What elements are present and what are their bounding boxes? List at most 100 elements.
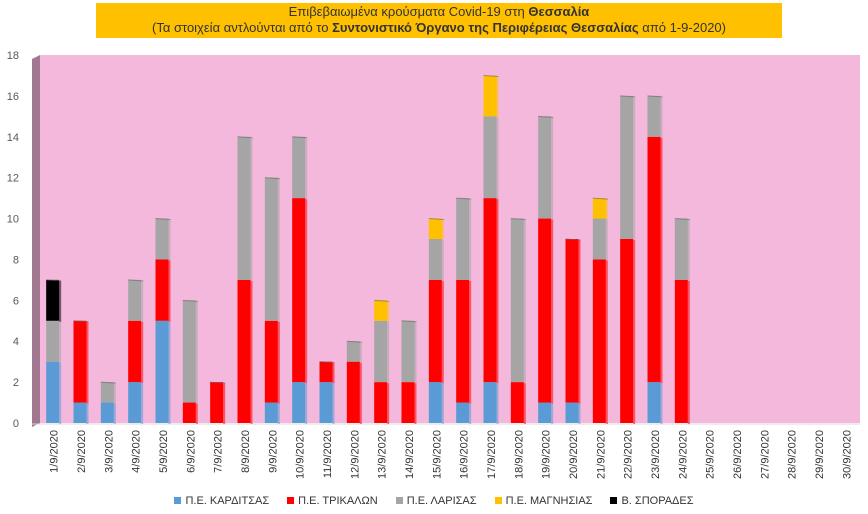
x-tick-label: 14/9/2020 bbox=[404, 430, 416, 479]
bar-segment-side bbox=[223, 383, 226, 424]
bar-top-edge bbox=[210, 381, 226, 384]
x-tick-label: 9/9/2020 bbox=[267, 430, 279, 473]
bar-segment bbox=[264, 320, 278, 403]
bar-segment bbox=[237, 136, 251, 280]
bar-segment-side bbox=[141, 280, 144, 322]
bar-segment-side bbox=[551, 403, 554, 424]
bar-segment-side bbox=[578, 403, 581, 424]
bar-segment bbox=[428, 218, 442, 239]
bar-segment bbox=[346, 361, 360, 423]
bar-segment-side bbox=[59, 362, 62, 424]
bar-segment-side bbox=[523, 383, 526, 424]
bar-segment-side bbox=[578, 240, 581, 404]
bar-segment bbox=[565, 402, 579, 423]
x-tick-label: 4/9/2020 bbox=[131, 430, 143, 473]
bar-segment bbox=[374, 320, 388, 383]
y-tick-label: 12 bbox=[7, 173, 19, 185]
legend-label: Π.Ε. ΚΑΡΔΙΤΣΑΣ bbox=[185, 495, 270, 507]
bar-top-edge bbox=[128, 279, 144, 282]
bar-segment-side bbox=[305, 199, 308, 384]
bar-segment-side bbox=[687, 219, 690, 281]
bar-segment-side bbox=[113, 383, 116, 404]
bar-top-edge bbox=[73, 320, 89, 323]
bar-top-edge bbox=[292, 136, 308, 139]
bar-segment bbox=[620, 239, 634, 423]
bar-segment-side bbox=[305, 137, 308, 200]
bar-top-edge bbox=[100, 381, 116, 384]
bar-segment-side bbox=[605, 260, 608, 424]
bar-segment bbox=[647, 95, 661, 137]
bar-segment-side bbox=[523, 219, 526, 384]
bar-segment-side bbox=[496, 117, 499, 200]
x-tick-label: 1/9/2020 bbox=[49, 430, 61, 473]
bar-segment bbox=[128, 279, 142, 321]
bar-top-edge bbox=[674, 218, 690, 221]
bar-segment bbox=[46, 279, 60, 321]
bar-segment bbox=[73, 320, 87, 403]
bar-segment bbox=[647, 136, 661, 383]
bar-top-edge bbox=[483, 74, 499, 77]
y-tick-label: 6 bbox=[13, 295, 19, 307]
plot-side-wall bbox=[32, 55, 40, 427]
bar-segment-side bbox=[469, 280, 472, 404]
bar-segment-side bbox=[633, 96, 636, 240]
bar-segment bbox=[73, 402, 87, 423]
bar-segment bbox=[264, 402, 278, 423]
bar-segment-side bbox=[305, 383, 308, 424]
bar-segment-side bbox=[113, 403, 116, 424]
bar-segment bbox=[264, 177, 278, 321]
bar-top-edge bbox=[456, 197, 472, 200]
x-tick-label: 2/9/2020 bbox=[76, 430, 88, 473]
x-tick-label: 20/9/2020 bbox=[568, 430, 580, 479]
bar-top-edge bbox=[565, 238, 581, 241]
x-tick-label: 13/9/2020 bbox=[377, 430, 389, 479]
bar-segment-side bbox=[605, 219, 608, 261]
bar-segment-side bbox=[387, 383, 390, 424]
bar-segment-side bbox=[141, 321, 144, 384]
bar-segment-side bbox=[551, 117, 554, 220]
x-tick-label: 3/9/2020 bbox=[103, 430, 115, 473]
legend-swatch bbox=[174, 497, 182, 504]
x-tick-label: 8/9/2020 bbox=[240, 430, 252, 473]
bar-segment-side bbox=[59, 280, 62, 322]
bar-segment-side bbox=[687, 280, 690, 424]
y-tick-label: 18 bbox=[7, 50, 19, 62]
bar-segment bbox=[510, 382, 524, 423]
title-line-2-suffix: από 1-9-2020) bbox=[638, 20, 726, 35]
bar-segment bbox=[456, 279, 470, 403]
x-tick-label: 11/9/2020 bbox=[322, 430, 334, 478]
bar-segment bbox=[182, 402, 196, 423]
bar-segment bbox=[210, 382, 224, 423]
bar-top-edge bbox=[237, 136, 253, 139]
bar-top-edge bbox=[428, 218, 444, 221]
x-tick-label: 12/9/2020 bbox=[349, 430, 361, 479]
bar-segment-side bbox=[250, 280, 253, 424]
bar-segment bbox=[401, 320, 415, 383]
bar-top-edge bbox=[182, 299, 198, 302]
bar-segment bbox=[428, 382, 442, 423]
bar-segment-side bbox=[551, 219, 554, 404]
bar-segment bbox=[292, 382, 306, 423]
bar-segment bbox=[292, 136, 306, 199]
y-tick-label: 0 bbox=[13, 418, 19, 430]
bar-top-edge bbox=[538, 115, 554, 118]
bar-segment bbox=[319, 361, 333, 383]
x-tick-label: 24/9/2020 bbox=[677, 430, 689, 479]
y-tick-label: 2 bbox=[13, 377, 19, 389]
bar-top-edge bbox=[319, 361, 335, 364]
legend-label: Β. ΣΠΟΡΑΔΕΣ bbox=[621, 495, 694, 507]
x-tick-label: 30/9/2020 bbox=[841, 430, 853, 479]
bar-segment bbox=[155, 320, 169, 423]
x-tick-label: 25/9/2020 bbox=[705, 430, 717, 479]
bar-segment bbox=[319, 382, 333, 423]
bar-segment-side bbox=[469, 403, 472, 424]
bar-segment bbox=[374, 300, 388, 321]
bar-segment bbox=[620, 95, 634, 239]
bar-segment-side bbox=[633, 240, 636, 424]
bar-segment-side bbox=[86, 321, 89, 404]
bar-top-edge bbox=[592, 197, 608, 200]
legend-item: Π.Ε. ΜΑΓΝΗΣΙΑΣ bbox=[494, 495, 592, 507]
bar-segment bbox=[292, 198, 306, 383]
bar-segment-side bbox=[387, 301, 390, 322]
bar-segment-side bbox=[660, 137, 663, 384]
